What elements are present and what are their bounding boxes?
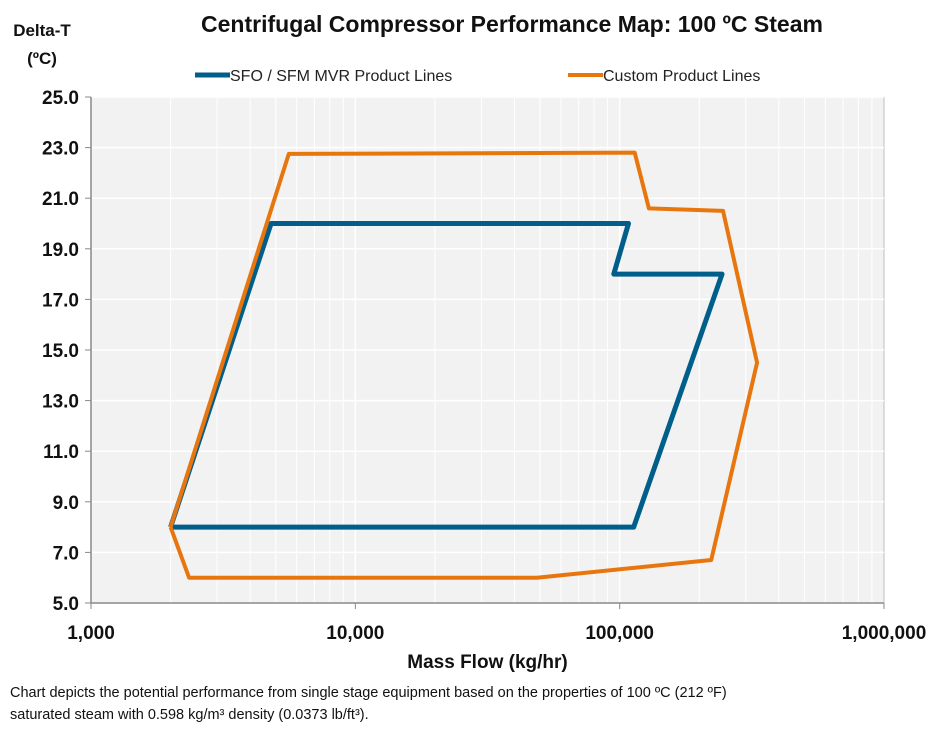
y-tick-label: 7.0 [53, 543, 79, 564]
y-tick-label: 21.0 [42, 189, 79, 210]
legend-label: SFO / SFM MVR Product Lines [230, 68, 452, 85]
y-tick-label: 19.0 [42, 240, 79, 261]
y-tick-label: 9.0 [53, 493, 79, 514]
x-tick-label: 10,000 [326, 623, 384, 644]
chart-title: Centrifugal Compressor Performance Map: … [201, 11, 823, 37]
x-tick-label: 1,000,000 [842, 623, 927, 644]
y-tick-label: 15.0 [42, 341, 79, 362]
x-tick-label: 1,000 [67, 623, 115, 644]
y-tick-label: 5.0 [53, 594, 79, 615]
y-axis-label-line1: Delta-T [13, 21, 71, 40]
y-tick-label: 11.0 [43, 442, 79, 463]
series-line-sfo-sfm [168, 221, 725, 530]
caption: Chart depicts the potential performance … [10, 682, 930, 726]
y-tick-label: 17.0 [42, 290, 79, 311]
legend-label: Custom Product Lines [603, 68, 760, 85]
series-line-custom [168, 150, 760, 580]
caption-line-1: Chart depicts the potential performance … [10, 685, 727, 701]
y-tick-label: 25.0 [42, 88, 79, 109]
chart-svg: 5.0 7.0 9.0 11.0 13.0 15.0 17.0 19.0 21.0 23.0 25.… [13, 11, 927, 673]
caption-line-2: saturated steam with 0.598 kg/m³ density… [10, 707, 369, 723]
y-tick-label: 13.0 [42, 392, 79, 413]
y-tick-label: 23.0 [42, 139, 79, 160]
y-axis-label-line2: (ºC) [27, 49, 57, 68]
x-tick-label: 100,000 [585, 623, 654, 644]
x-axis-label: Mass Flow (kg/hr) [407, 652, 567, 673]
